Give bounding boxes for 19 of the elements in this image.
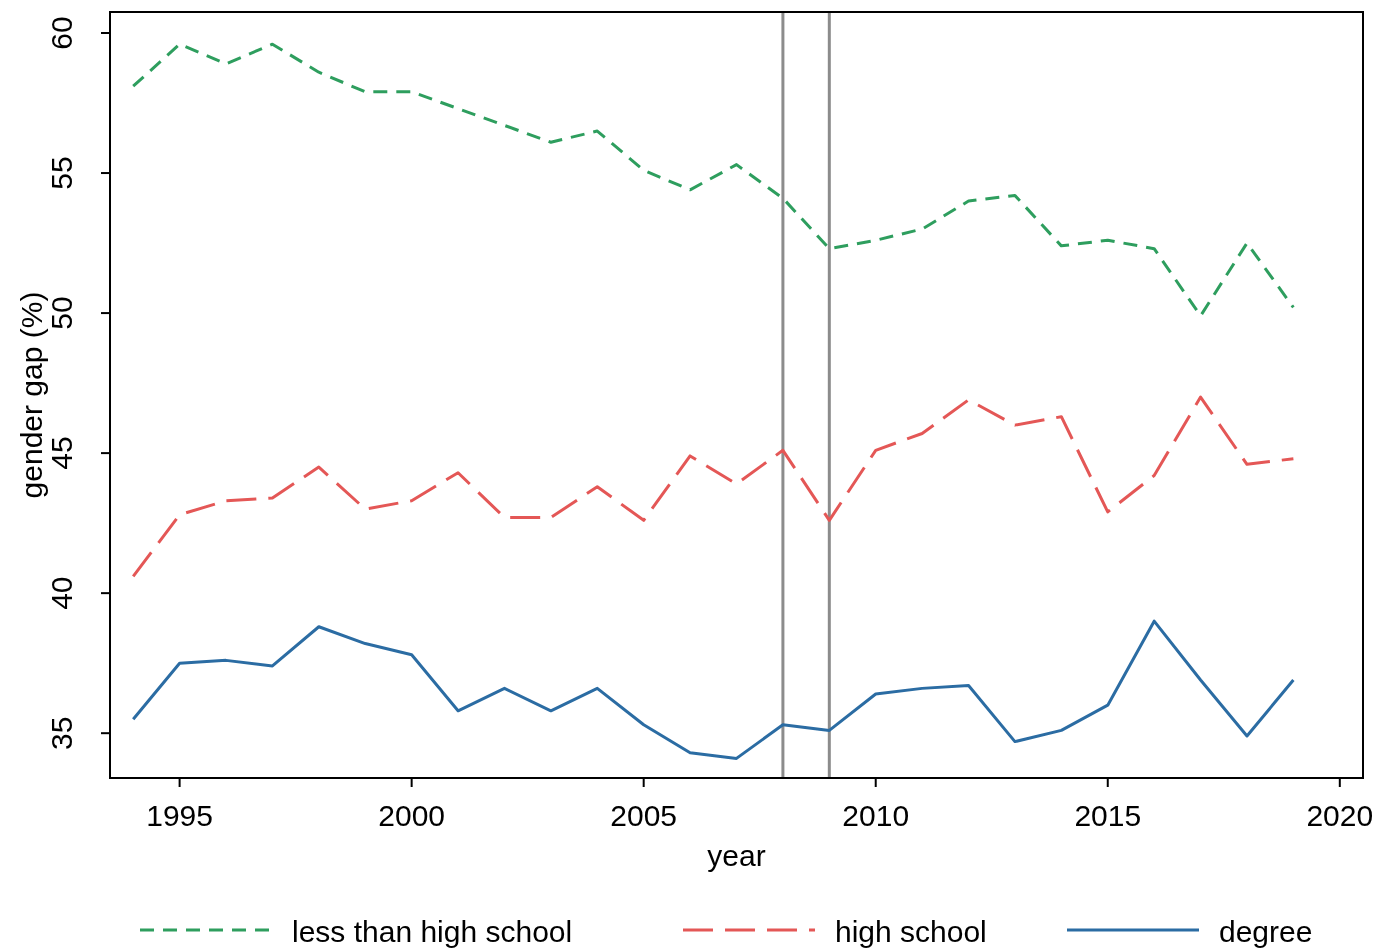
y-tick-label: 35 xyxy=(45,716,78,750)
line-series xyxy=(131,42,1295,318)
x-tick-label: 2020 xyxy=(1306,799,1374,832)
legend-label: less than high school xyxy=(292,915,573,948)
x-tick-label: 1995 xyxy=(146,799,213,832)
legend-label: high school xyxy=(835,915,987,948)
x-tick-label: 2015 xyxy=(1074,799,1142,832)
x-tick-label: 2005 xyxy=(610,799,678,832)
y-tick-label: 55 xyxy=(45,156,78,190)
x-tick-label: 2010 xyxy=(842,799,910,832)
y-axis-title: gender gap (%) xyxy=(15,291,48,499)
y-tick-label: 45 xyxy=(45,436,78,470)
y-tick-label: 40 xyxy=(45,576,78,610)
x-tick-label: 2000 xyxy=(378,799,446,832)
legend-label: degree xyxy=(1219,915,1313,948)
y-tick-label: 60 xyxy=(45,16,78,50)
x-axis-title: year xyxy=(707,839,766,872)
line-series xyxy=(131,619,1295,760)
line-series xyxy=(131,395,1295,578)
